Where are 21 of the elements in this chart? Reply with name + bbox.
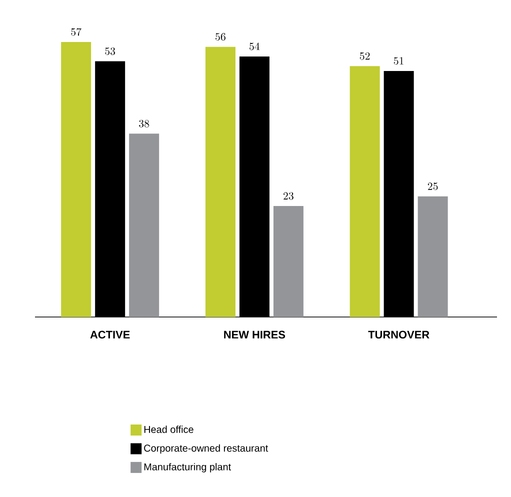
data-label: 57 [71,28,82,36]
data-label: 23 [284,192,294,200]
bar [129,134,160,317]
legend-label: Corporate-owned restaurant [144,444,268,454]
legend-label: Head office [144,426,194,433]
bar [273,206,304,317]
data-label: 53 [105,48,116,56]
legend-label: Manufacturing plant [144,463,231,472]
data-label: 25 [428,182,438,190]
data-label: 54 [250,42,260,50]
bar [418,196,448,317]
x-tick-label: TURNOVER [368,330,430,339]
data-label: 56 [216,33,226,41]
bar [205,46,236,317]
bar [61,42,92,317]
data-label: 52 [360,52,370,60]
x-tick-label: NEW HIRES [224,330,286,339]
bar [350,66,380,317]
x-tick-label: ACTIVE [90,330,130,339]
data-label: 51 [394,57,404,65]
data-label: 38 [139,120,150,128]
